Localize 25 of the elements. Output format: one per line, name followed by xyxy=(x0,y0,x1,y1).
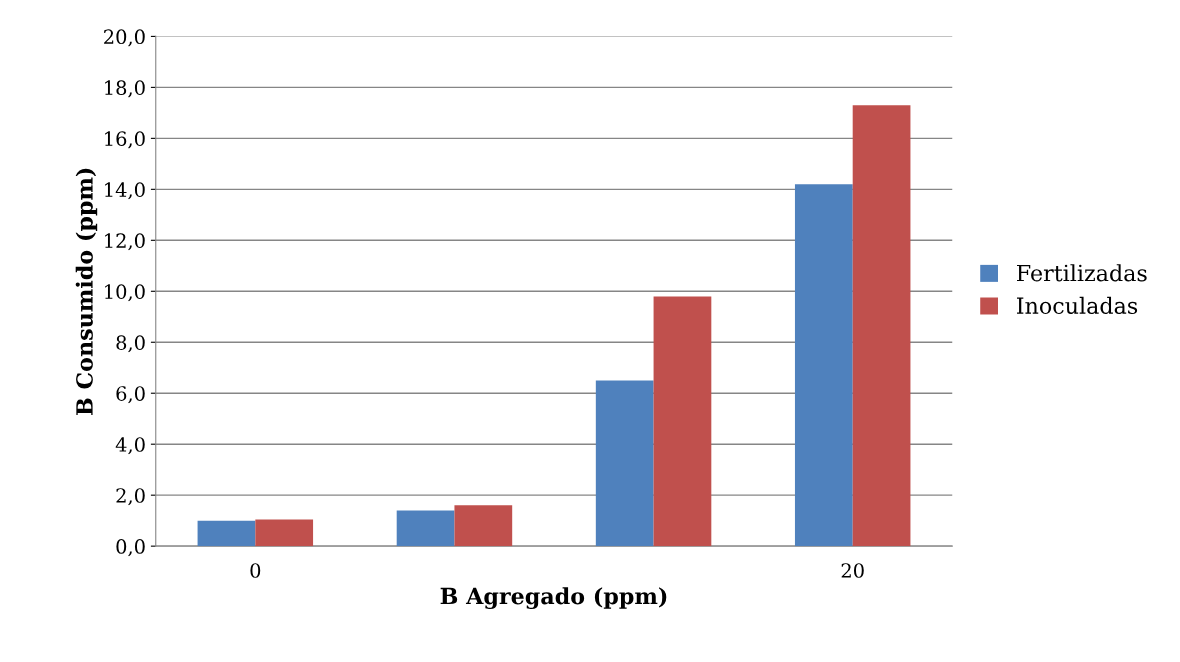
legend-label: Fertilizadas xyxy=(1017,264,1147,282)
bar xyxy=(653,296,712,547)
y-tick-label: 8,0 xyxy=(116,335,145,353)
y-tick-label: 4,0 xyxy=(115,437,145,455)
x-axis-title: B Agregado (ppm) xyxy=(440,587,667,610)
bar xyxy=(197,520,256,547)
y-tick-label: 12,0 xyxy=(105,233,145,251)
bar xyxy=(794,184,853,547)
y-tick-label: 16,0 xyxy=(105,131,145,149)
bar xyxy=(852,105,911,547)
x-tick-label: 0 xyxy=(250,563,261,578)
y-tick-label: 2,0 xyxy=(116,488,145,506)
bar xyxy=(454,505,513,547)
y-axis-title: B Consumido (ppm) xyxy=(75,168,98,415)
bar xyxy=(396,510,455,547)
y-tick-label: 14,0 xyxy=(105,182,145,200)
y-tick-label: 10,0 xyxy=(105,284,145,302)
x-tick-label: 20 xyxy=(841,563,864,578)
y-tick-label: 20,0 xyxy=(104,29,145,47)
bar xyxy=(255,519,314,547)
y-tick-label: 6,0 xyxy=(116,386,145,404)
legend-label: Inoculadas xyxy=(1017,296,1138,315)
bar xyxy=(595,380,654,547)
y-tick-label: 0,0 xyxy=(116,539,145,557)
y-tick-label: 18,0 xyxy=(105,80,145,98)
